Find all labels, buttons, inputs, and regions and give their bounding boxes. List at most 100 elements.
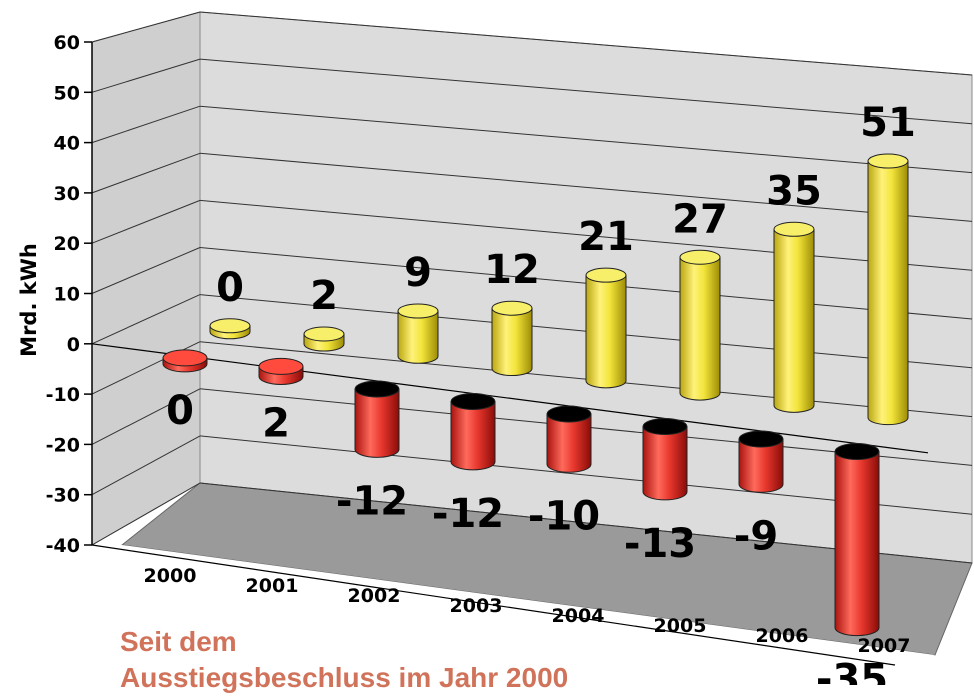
x-tick-label: 2007 <box>858 635 911 657</box>
bar-red-top <box>642 418 688 436</box>
x-tick-label: 2002 <box>348 585 401 607</box>
gridline-side <box>91 435 201 496</box>
bar-red-body <box>642 426 688 501</box>
gridline-side <box>91 11 201 43</box>
bar-yellow-top <box>209 318 251 334</box>
bar-yellow <box>491 300 533 377</box>
data-label-red: -9 <box>734 513 778 559</box>
data-label-red: -12 <box>432 491 504 537</box>
y-axis-title: Mrd. kWh <box>17 243 41 357</box>
bar-red-top <box>258 357 304 375</box>
data-label-yellow: 27 <box>672 196 728 242</box>
annotation-text: Seit dem Ausstiegsbeschluss im Jahr 2000 <box>120 624 568 696</box>
data-label-red: -35 <box>816 657 888 685</box>
gridline-back <box>199 105 973 174</box>
bar-red-top <box>354 380 400 398</box>
bar-red-top <box>834 443 880 461</box>
bar-red <box>738 430 784 493</box>
x-axis-line <box>91 544 896 666</box>
zero-axis <box>91 343 929 454</box>
bar-red <box>258 357 304 385</box>
y-tick-label: -40 <box>46 535 80 557</box>
data-label-yellow: 12 <box>484 247 540 293</box>
bar-yellow <box>397 303 439 364</box>
bar-yellow-top <box>679 249 721 265</box>
bar-yellow <box>773 221 815 413</box>
gridline-side <box>91 105 201 144</box>
bar-yellow-body <box>867 160 909 426</box>
bar-red <box>354 380 400 458</box>
bar-yellow <box>867 153 909 426</box>
y-tick-label: 40 <box>54 133 80 155</box>
gridline-side <box>91 388 201 445</box>
bar-yellow-body <box>491 307 533 377</box>
y-tick-label: 0 <box>67 334 80 356</box>
data-labels: 0 2 9 12 21 27 35 51 0 2 -12 -12 -10 -13 -9 -35 <box>166 100 916 685</box>
y-tick-label: -20 <box>46 434 80 456</box>
data-label-yellow: 35 <box>766 168 822 214</box>
bar-yellow <box>585 267 627 389</box>
y-tick-label: 20 <box>54 233 80 255</box>
bar-red-body <box>450 400 496 471</box>
data-label-yellow: 9 <box>404 250 432 296</box>
y-tick-label: 30 <box>54 183 80 205</box>
gridline-side <box>91 247 201 294</box>
bar-red-top <box>162 349 208 367</box>
gridline-side <box>91 294 201 345</box>
x-tick-label: 2000 <box>144 565 197 587</box>
gridline-side <box>91 482 201 546</box>
bar-yellow-top <box>397 303 439 319</box>
bar-yellow <box>209 318 251 340</box>
bar-yellow-top <box>867 153 909 169</box>
gridline-back <box>199 199 973 271</box>
bar-red-top <box>450 392 496 410</box>
y-tick-label: 50 <box>54 82 80 104</box>
bar-yellow-body <box>773 228 815 413</box>
bar-red <box>834 443 880 637</box>
gridline-side <box>91 199 201 244</box>
data-label-red: -12 <box>336 478 408 524</box>
floor-edge <box>92 545 935 665</box>
bar-yellow <box>303 326 345 352</box>
bar-red-body <box>738 438 784 493</box>
data-label-yellow: 51 <box>860 100 916 146</box>
data-label-red: 0 <box>166 388 194 434</box>
x-tick-label: 2004 <box>552 605 605 627</box>
gridline-back <box>199 58 973 125</box>
gridline-side <box>91 58 201 93</box>
bar-red-body <box>546 413 592 473</box>
bar-red <box>450 392 496 471</box>
bar-yellow <box>679 249 721 401</box>
bar-red <box>642 418 688 501</box>
bar-yellow-body <box>397 310 439 364</box>
data-label-red: -13 <box>624 521 696 567</box>
y-tick-label: -30 <box>46 485 80 507</box>
x-tick-label: 2005 <box>654 615 707 637</box>
bar-yellow-top <box>773 221 815 237</box>
data-label-red: -10 <box>528 493 600 539</box>
bar-red-top <box>546 405 592 423</box>
x-tick-label: 2003 <box>450 595 503 617</box>
data-label-yellow: 0 <box>216 265 244 311</box>
series-yellow <box>209 153 909 426</box>
data-label-red: 2 <box>262 400 290 446</box>
annotation-line-2: Ausstiegsbeschluss im Jahr 2000 <box>120 662 569 693</box>
gridline-back <box>199 11 973 76</box>
bar-yellow-top <box>585 267 627 283</box>
bar-yellow-body <box>679 256 721 401</box>
series-red <box>162 349 880 637</box>
bar-red-top <box>738 430 784 448</box>
x-tick-label: 2006 <box>756 625 809 647</box>
bar-red <box>546 405 592 473</box>
x-tick-label: 2001 <box>246 575 299 597</box>
bar-yellow-top <box>303 326 345 342</box>
data-label-yellow: 21 <box>578 214 634 260</box>
bar-yellow-body <box>585 274 627 389</box>
bar-red-body <box>354 388 400 458</box>
bar-yellow-top <box>491 300 533 316</box>
y-tick-label: 60 <box>54 32 80 54</box>
gridline-side <box>91 152 201 194</box>
